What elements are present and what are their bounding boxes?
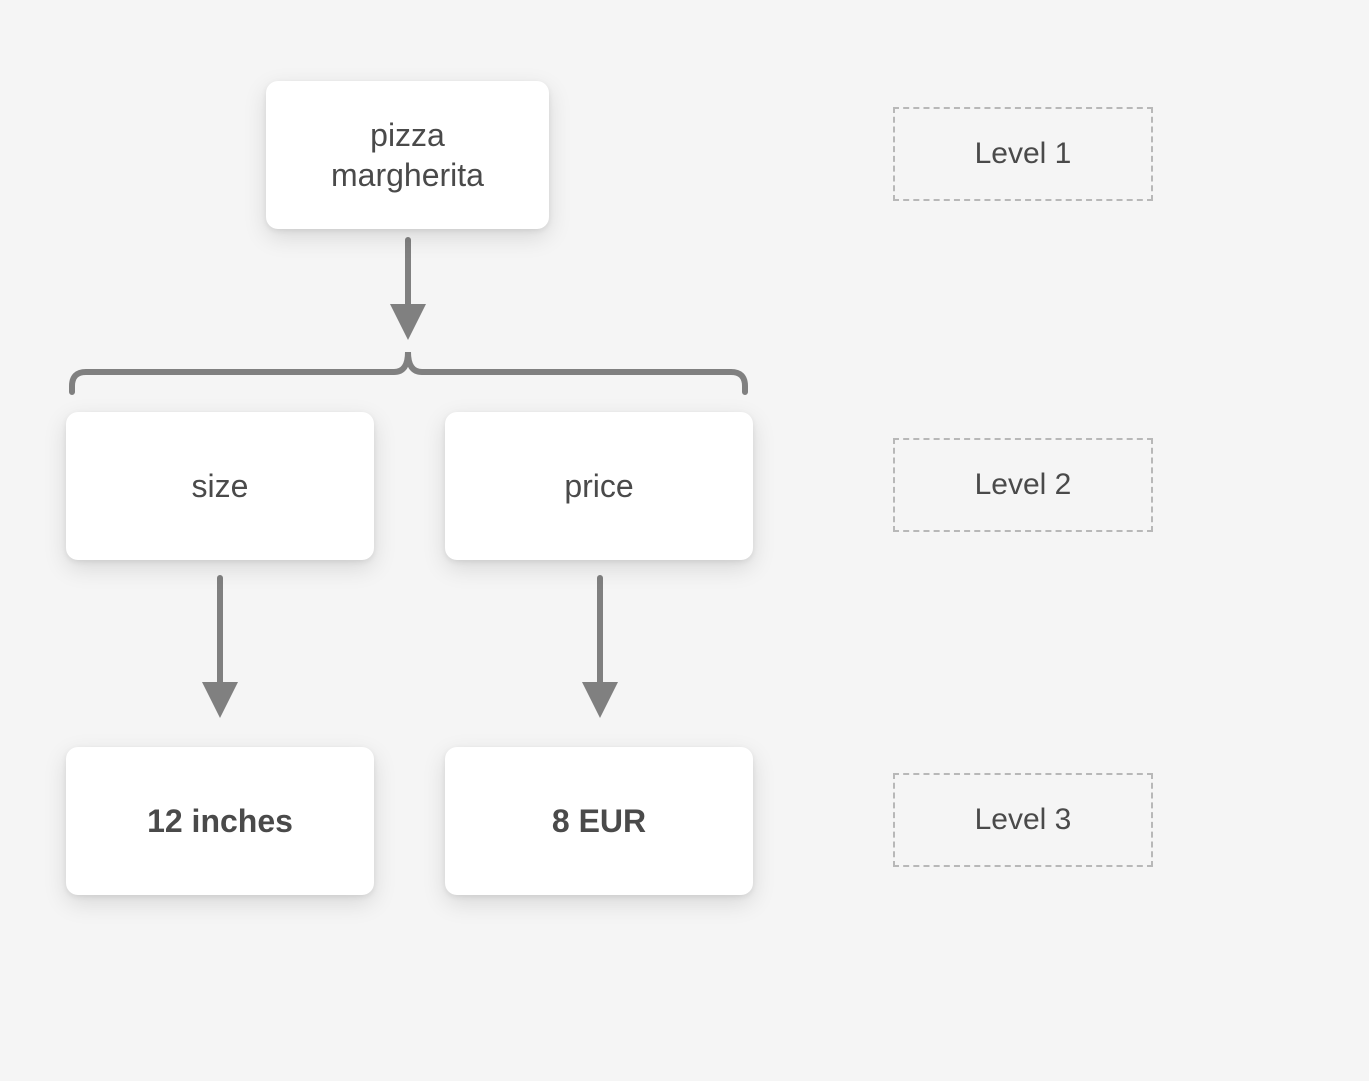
- legend-level-2: Level 2: [893, 438, 1153, 532]
- node-label: price: [564, 466, 633, 506]
- legend-level-1: Level 1: [893, 107, 1153, 201]
- legend-level-3: Level 3: [893, 773, 1153, 867]
- node-root: pizza margherita: [266, 81, 549, 229]
- legend-label: Level 1: [975, 137, 1072, 171]
- legend-label: Level 2: [975, 468, 1072, 502]
- diagram-canvas: pizza margherita size price 12 inches 8 …: [0, 0, 1369, 1081]
- node-label-line1: pizza: [370, 117, 445, 153]
- node-label: pizza margherita: [331, 115, 484, 195]
- node-size: size: [66, 412, 374, 560]
- node-label-line2: margherita: [331, 157, 484, 193]
- node-label: 8 EUR: [552, 801, 646, 841]
- legend-label: Level 3: [975, 803, 1072, 837]
- node-price: price: [445, 412, 753, 560]
- node-label: 12 inches: [147, 801, 293, 841]
- node-label: size: [192, 466, 249, 506]
- node-size-value: 12 inches: [66, 747, 374, 895]
- node-price-value: 8 EUR: [445, 747, 753, 895]
